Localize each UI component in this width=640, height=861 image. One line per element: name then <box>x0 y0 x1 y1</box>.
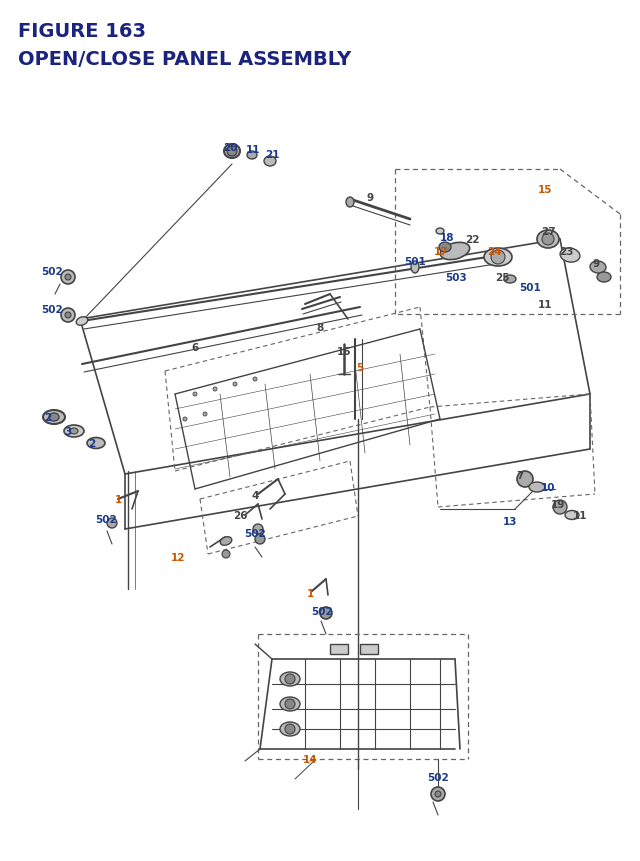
Text: 501: 501 <box>519 282 541 293</box>
Text: 8: 8 <box>316 323 324 332</box>
Text: 18: 18 <box>440 232 454 243</box>
Circle shape <box>491 251 505 264</box>
Ellipse shape <box>43 411 65 424</box>
Circle shape <box>183 418 187 422</box>
Text: 26: 26 <box>233 511 247 520</box>
Text: 501: 501 <box>404 257 426 267</box>
Ellipse shape <box>484 249 512 267</box>
Ellipse shape <box>436 229 444 235</box>
Text: 22: 22 <box>465 235 479 245</box>
Circle shape <box>553 500 567 514</box>
Text: 502: 502 <box>95 514 117 524</box>
Ellipse shape <box>537 231 559 249</box>
Text: 16: 16 <box>337 347 351 356</box>
Ellipse shape <box>280 672 300 686</box>
Ellipse shape <box>280 697 300 711</box>
Text: 21: 21 <box>265 150 279 160</box>
Circle shape <box>213 387 217 392</box>
Ellipse shape <box>597 273 611 282</box>
Ellipse shape <box>64 425 84 437</box>
Circle shape <box>253 378 257 381</box>
Text: 24: 24 <box>486 247 501 257</box>
Ellipse shape <box>87 438 105 449</box>
Text: 3: 3 <box>65 426 72 437</box>
Circle shape <box>227 147 237 157</box>
Ellipse shape <box>590 262 606 274</box>
Text: 1: 1 <box>115 494 122 505</box>
Text: 502: 502 <box>41 267 63 276</box>
Text: 5: 5 <box>356 362 364 373</box>
Text: OPEN/CLOSE PANEL ASSEMBLY: OPEN/CLOSE PANEL ASSEMBLY <box>18 50 351 69</box>
Text: 2: 2 <box>44 412 52 423</box>
Circle shape <box>65 313 71 319</box>
Circle shape <box>255 535 265 544</box>
Text: 13: 13 <box>503 517 517 526</box>
Ellipse shape <box>560 249 580 263</box>
Text: 25: 25 <box>495 273 509 282</box>
Circle shape <box>285 724 295 734</box>
Text: 11: 11 <box>538 300 552 310</box>
Circle shape <box>233 382 237 387</box>
Circle shape <box>320 607 332 619</box>
Circle shape <box>253 524 263 535</box>
Bar <box>330 644 348 654</box>
Text: 9: 9 <box>593 258 600 269</box>
Text: FIGURE 163: FIGURE 163 <box>18 22 146 41</box>
Ellipse shape <box>70 429 78 435</box>
Ellipse shape <box>529 482 545 492</box>
Circle shape <box>107 518 117 529</box>
Ellipse shape <box>247 152 257 160</box>
Circle shape <box>61 308 75 323</box>
Ellipse shape <box>504 276 516 283</box>
Text: 11: 11 <box>246 145 260 155</box>
Text: 27: 27 <box>541 226 556 237</box>
Ellipse shape <box>76 318 88 326</box>
Ellipse shape <box>411 262 419 274</box>
Circle shape <box>193 393 197 397</box>
Circle shape <box>431 787 445 801</box>
Text: 7: 7 <box>516 470 524 480</box>
Text: 17: 17 <box>434 247 448 257</box>
Text: 9: 9 <box>367 193 374 202</box>
Ellipse shape <box>439 243 451 253</box>
Bar <box>360 644 378 654</box>
Circle shape <box>285 699 295 709</box>
Text: 502: 502 <box>311 606 333 616</box>
Text: 502: 502 <box>427 772 449 782</box>
Text: 502: 502 <box>244 529 266 538</box>
Ellipse shape <box>224 145 240 158</box>
Text: 20: 20 <box>223 143 237 152</box>
Ellipse shape <box>346 198 354 208</box>
Ellipse shape <box>264 157 276 167</box>
Circle shape <box>435 791 441 797</box>
Circle shape <box>517 472 533 487</box>
Ellipse shape <box>49 413 59 422</box>
Text: 12: 12 <box>171 553 185 562</box>
Text: 15: 15 <box>538 185 552 195</box>
Ellipse shape <box>280 722 300 736</box>
Text: 1: 1 <box>307 588 314 598</box>
Text: 502: 502 <box>41 305 63 314</box>
Circle shape <box>222 550 230 558</box>
Text: 2: 2 <box>88 438 95 449</box>
Text: 503: 503 <box>445 273 467 282</box>
Ellipse shape <box>220 537 232 546</box>
Text: 4: 4 <box>252 491 259 500</box>
Text: 19: 19 <box>551 499 565 510</box>
Circle shape <box>542 233 554 245</box>
Text: 10: 10 <box>541 482 556 492</box>
Text: 14: 14 <box>303 754 317 764</box>
Circle shape <box>61 270 75 285</box>
Circle shape <box>203 412 207 417</box>
Circle shape <box>65 275 71 281</box>
Text: 11: 11 <box>573 511 588 520</box>
Ellipse shape <box>565 511 579 520</box>
Text: 23: 23 <box>559 247 573 257</box>
Circle shape <box>285 674 295 684</box>
Text: 6: 6 <box>191 343 198 353</box>
Ellipse shape <box>440 243 470 260</box>
